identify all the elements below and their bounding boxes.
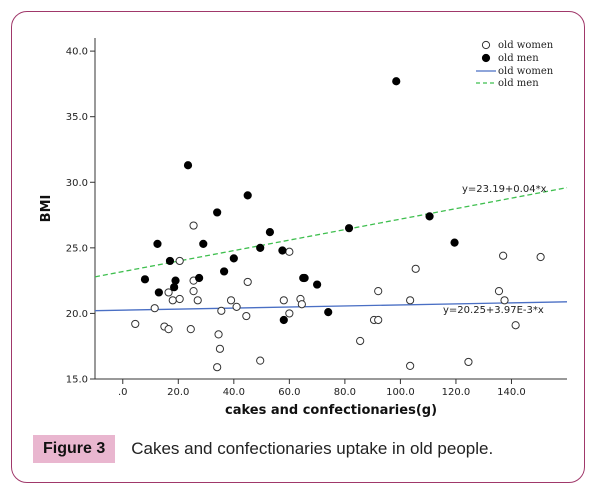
point-old-women [356,336,365,346]
point-old-women [189,221,198,230]
point-old-women [406,296,415,305]
point-old-men [171,276,180,285]
x-axis-title: cakes and confectionaries(g) [225,403,437,418]
point-old-men [243,191,252,200]
point-old-women [374,287,383,296]
x-tick-label: .0 [118,387,128,398]
point-old-women [186,325,195,334]
figure-label: Figure 3 [33,435,116,463]
y-tick-label: 30.0 [66,178,88,189]
point-old-women [215,344,225,353]
point-old-men [195,273,204,283]
point-old-women [175,256,184,266]
point-old-women [494,287,504,296]
point-old-men [213,208,222,217]
axes: 15.0 20.0 25.0 30.0 35.0 40.0 .0 20.0 40.0 60.0 80… [66,38,567,398]
y-tick-label: 40.0 [66,47,88,58]
point-old-women [175,294,184,304]
point-old-men [392,77,401,86]
point-old-men [425,212,434,221]
point-old-men [183,161,193,170]
point-old-women [279,296,288,305]
point-old-women [232,302,241,311]
point-old-men [344,224,354,233]
data-points [131,77,545,372]
legend-label: old women [498,66,554,77]
fit-line-old-women [94,301,568,312]
point-old-women [285,247,294,256]
point-old-women [464,357,473,367]
point-old-men [256,243,265,252]
labels: cakes and confectionaries(g) BMI y=23.19+0… [39,184,547,418]
point-old-men [265,228,275,237]
point-old-men [154,288,163,297]
point-old-women [285,309,294,318]
point-old-men [140,275,150,284]
x-tick-label: 100.0 [386,387,415,398]
point-old-men [153,239,162,249]
point-old-women [189,287,198,296]
point-old-men [450,238,459,247]
point-old-women [168,296,177,305]
point-old-women [214,330,223,339]
x-tick-label: 140.0 [497,387,526,398]
figure-caption-text: Cakes and confectionaries uptake in old … [131,439,494,458]
legend-marker-old-men [481,53,491,63]
point-old-men [229,254,238,263]
point-old-women [217,306,226,315]
x-tick-label: 60.0 [278,387,300,398]
x-tick-label: 40.0 [223,387,245,398]
figure-caption: Figure 3 Cakes and confectionaries uptak… [33,434,493,464]
point-old-women [511,321,520,330]
legend-label: old men [498,53,539,64]
fit-equation-old-women: y=20.25+3.97E-3*x [443,305,544,316]
point-old-men [279,315,288,325]
x-tick-label: 80.0 [334,387,356,398]
y-axis-title: BMI [39,195,54,223]
point-old-women [411,264,420,273]
point-old-women [164,325,173,334]
point-old-women [213,363,222,372]
legend-label: old men [498,78,539,89]
point-old-women [406,361,415,370]
y-tick-label: 25.0 [66,243,88,254]
point-old-women [131,319,140,329]
point-old-men [324,308,333,317]
point-old-women [150,304,159,313]
fit-equation-old-men: y=23.19+0.04*x [462,184,547,195]
point-old-women [256,356,265,365]
point-old-women [499,251,508,260]
point-old-women [193,296,202,305]
point-old-men [300,273,309,283]
y-tick-label: 35.0 [66,112,88,123]
point-old-men [220,267,229,276]
point-old-women [164,288,173,297]
figure-frame [11,11,585,483]
point-old-women [243,277,252,287]
x-tick-label: 120.0 [442,387,471,398]
x-tick-label: 20.0 [167,387,189,398]
point-old-women [536,252,545,262]
fit-line-old-men [94,187,568,278]
point-old-men [170,283,179,292]
point-old-women [242,311,251,321]
y-tick-label: 20.0 [66,309,88,320]
point-old-women [500,296,509,305]
legend-label: old women [498,40,554,51]
point-old-men [313,280,322,289]
legend-marker-old-women [481,40,491,50]
point-old-women [226,296,236,305]
point-old-men [278,246,287,255]
y-tick-label: 15.0 [66,375,88,386]
point-old-women [374,315,383,325]
point-old-men [165,256,175,266]
point-old-men [199,239,208,249]
point-old-women [297,300,306,309]
